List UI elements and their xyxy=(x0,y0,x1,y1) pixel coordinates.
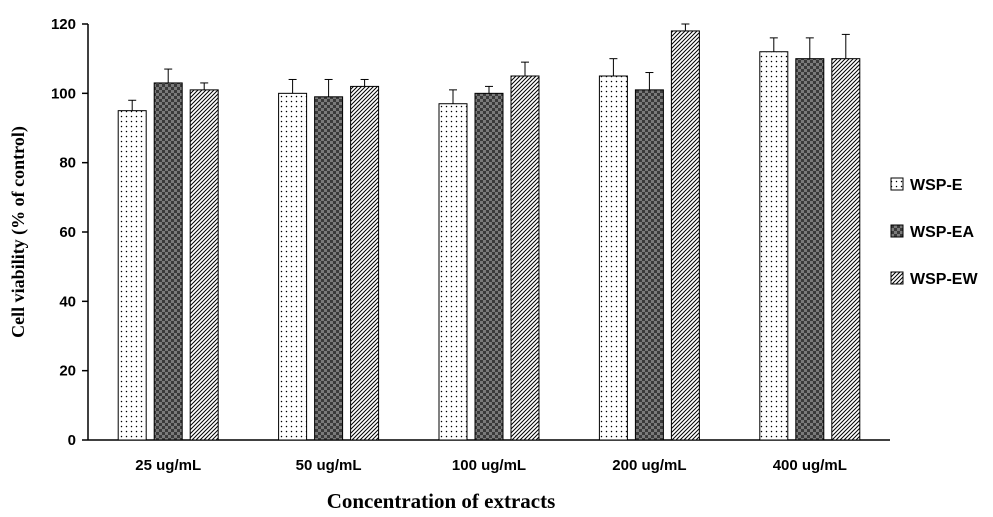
legend-swatch xyxy=(890,271,904,285)
bar-wsp-ew xyxy=(350,85,380,441)
y-axis-title: Cell viability (% of control) xyxy=(8,126,29,338)
x-category-label: 50 ug/mL xyxy=(296,457,362,474)
bar-wsp-ew xyxy=(510,75,540,441)
y-ticks: 0 20 40 60 80 100 120 xyxy=(51,16,88,449)
bar-wsp-ea xyxy=(314,96,344,441)
bar-wsp-ea xyxy=(474,92,504,441)
legend-label: WSP-EA xyxy=(910,224,974,241)
legend-swatch xyxy=(890,224,904,238)
bar-wsp-e xyxy=(438,103,468,441)
x-axis-title: Concentration of extracts xyxy=(327,489,556,513)
legend-label: WSP-EW xyxy=(910,271,978,288)
y-tick-label: 60 xyxy=(59,224,76,241)
bar-wsp-e xyxy=(278,92,308,441)
bar-wsp-ew xyxy=(831,58,861,441)
bar-wsp-ea xyxy=(634,89,664,441)
y-tick-label: 80 xyxy=(59,155,76,172)
bar-wsp-e xyxy=(117,110,147,441)
bar-wsp-ea xyxy=(795,58,825,441)
x-category-label: 25 ug/mL xyxy=(135,457,201,474)
y-tick-label: 20 xyxy=(59,363,76,380)
bars xyxy=(117,30,861,441)
legend: WSP-E WSP-EA WSP-EW xyxy=(890,177,978,288)
x-category-label: 200 ug/mL xyxy=(612,457,686,474)
x-category-label: 100 ug/mL xyxy=(452,457,526,474)
y-tick-label: 120 xyxy=(51,16,76,33)
bar-wsp-ew xyxy=(189,89,219,441)
y-tick-label: 40 xyxy=(59,293,76,310)
bar-wsp-e xyxy=(598,75,628,441)
y-tick-label: 100 xyxy=(51,85,76,102)
y-tick-label: 0 xyxy=(68,432,76,449)
bar-wsp-e xyxy=(759,51,789,441)
x-category-labels: 25 ug/mL 50 ug/mL 100 ug/mL 200 ug/mL 400 ug… xyxy=(135,457,847,474)
legend-label: WSP-E xyxy=(910,177,963,194)
bar-wsp-ew xyxy=(670,30,700,441)
x-category-label: 400 ug/mL xyxy=(773,457,847,474)
bar-wsp-ea xyxy=(153,82,183,441)
legend-swatch xyxy=(890,177,904,191)
error-bars xyxy=(128,23,850,111)
